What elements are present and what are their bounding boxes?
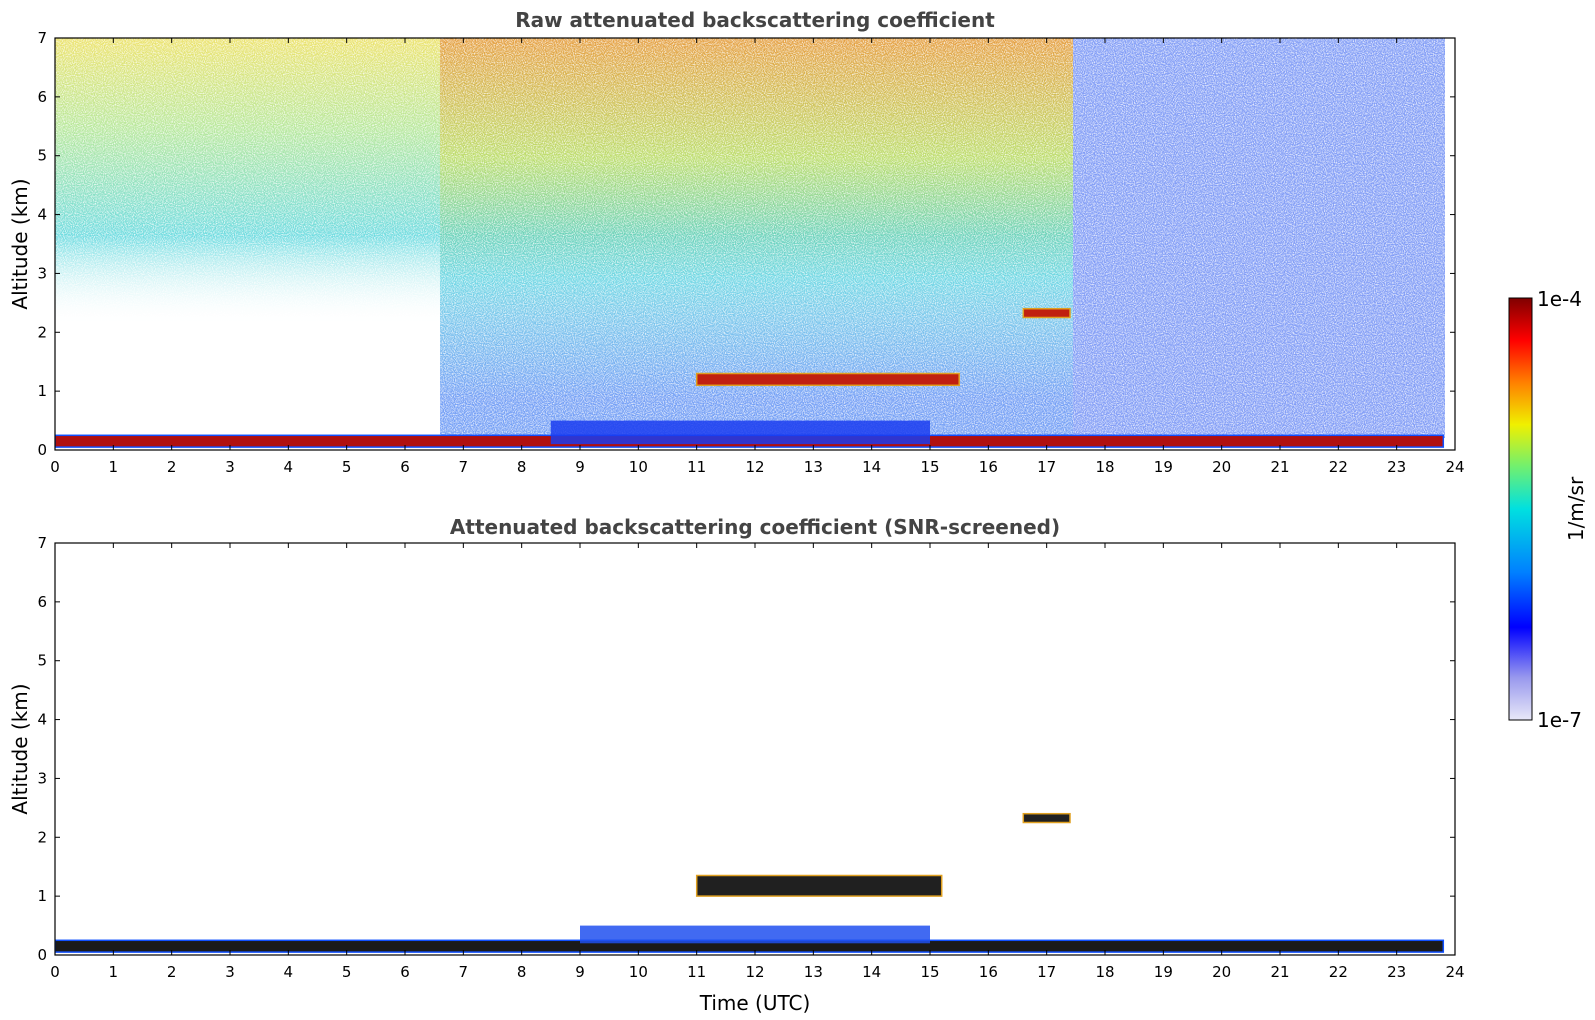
raw-title: Raw attenuated backscattering coefficien… [515,8,995,32]
x-tick-label: 18 [1095,458,1114,476]
x-tick-label: 12 [745,963,764,981]
y-tick-label: 5 [37,652,47,670]
y-tick-label: 2 [37,828,47,846]
feature-boundary-layer-top [550,420,930,445]
colorbar: 1e-4 1e-7 1/m/sr [1508,287,1588,732]
x-tick-label: 10 [629,458,648,476]
x-tick-label: 24 [1445,963,1464,981]
x-tick-label: 23 [1387,963,1406,981]
x-tick-label: 21 [1270,458,1289,476]
x-tick-label: 9 [575,963,585,981]
x-tick-label: 9 [575,458,585,476]
x-tick-label: 21 [1270,963,1289,981]
colorbar-unit-label: 1/m/sr [1564,476,1588,541]
x-tick-label: 20 [1212,458,1231,476]
x-tick-label: 10 [629,963,648,981]
x-tick-label: 15 [920,458,939,476]
feature-cloud-layer [695,372,960,387]
x-tick-label: 3 [225,458,235,476]
raw-panel: Raw attenuated backscattering coefficien… [8,8,1465,476]
screened-panel: Attenuated backscattering coefficient (S… [8,515,1465,1015]
x-tick-label: 1 [109,963,119,981]
screened-heatmap [55,543,1455,955]
x-tick-label: 5 [342,963,352,981]
colorbar-min-label: 1e-7 [1537,708,1582,732]
screened-title: Attenuated backscattering coefficient (S… [450,515,1060,539]
x-tick-label: 24 [1445,458,1464,476]
x-tick-label: 19 [1154,963,1173,981]
y-tick-label: 2 [37,323,47,341]
feature-elevated-cloud [1022,812,1071,824]
x-tick-label: 11 [687,458,706,476]
x-tick-label: 7 [459,963,469,981]
y-tick-label: 6 [37,88,47,106]
x-tick-label: 13 [804,963,823,981]
x-tick-label: 6 [400,963,410,981]
x-tick-label: 15 [920,963,939,981]
y-tick-label: 7 [37,534,47,552]
x-tick-label: 17 [1037,458,1056,476]
x-tick-label: 19 [1154,458,1173,476]
x-tick-label: 0 [50,458,60,476]
y-tick-label: 0 [37,441,47,459]
x-tick-label: 0 [50,963,60,981]
y-tick-label: 4 [37,711,47,729]
x-tick-label: 1 [109,458,119,476]
x-tick-label: 16 [979,963,998,981]
colorbar-gradient [1508,297,1533,721]
x-tick-label: 14 [862,963,881,981]
feature-elevated-cloud [1022,307,1071,319]
y-tick-label: 6 [37,593,47,611]
raw-ylabel: Altitude (km) [8,178,32,309]
y-tick-label: 1 [37,887,47,905]
x-tick-label: 14 [862,458,881,476]
x-tick-label: 8 [517,963,527,981]
x-tick-label: 11 [687,963,706,981]
x-tick-label: 23 [1387,458,1406,476]
x-tick-label: 22 [1329,963,1348,981]
y-tick-label: 5 [37,147,47,165]
x-tick-label: 7 [459,458,469,476]
x-tick-label: 4 [284,963,294,981]
screened-ylabel: Altitude (km) [8,683,32,814]
x-tick-label: 22 [1329,458,1348,476]
y-tick-label: 3 [37,769,47,787]
x-tick-label: 12 [745,458,764,476]
feature-boundary-layer-top [580,925,930,944]
y-tick-label: 4 [37,206,47,224]
y-tick-label: 1 [37,382,47,400]
x-tick-label: 8 [517,458,527,476]
y-tick-label: 0 [37,946,47,964]
screened-xlabel: Time (UTC) [699,991,811,1015]
x-tick-label: 17 [1037,963,1056,981]
feature-cloud-layer [695,874,943,897]
y-tick-label: 3 [37,264,47,282]
x-tick-label: 18 [1095,963,1114,981]
x-tick-label: 3 [225,963,235,981]
x-tick-label: 2 [167,458,177,476]
x-tick-label: 5 [342,458,352,476]
x-tick-label: 13 [804,458,823,476]
x-tick-label: 4 [284,458,294,476]
raw-heatmap [55,38,1455,450]
x-tick-label: 6 [400,458,410,476]
x-tick-label: 20 [1212,963,1231,981]
x-tick-label: 16 [979,458,998,476]
colorbar-max-label: 1e-4 [1537,287,1582,311]
y-tick-label: 7 [37,29,47,47]
x-tick-label: 2 [167,963,177,981]
